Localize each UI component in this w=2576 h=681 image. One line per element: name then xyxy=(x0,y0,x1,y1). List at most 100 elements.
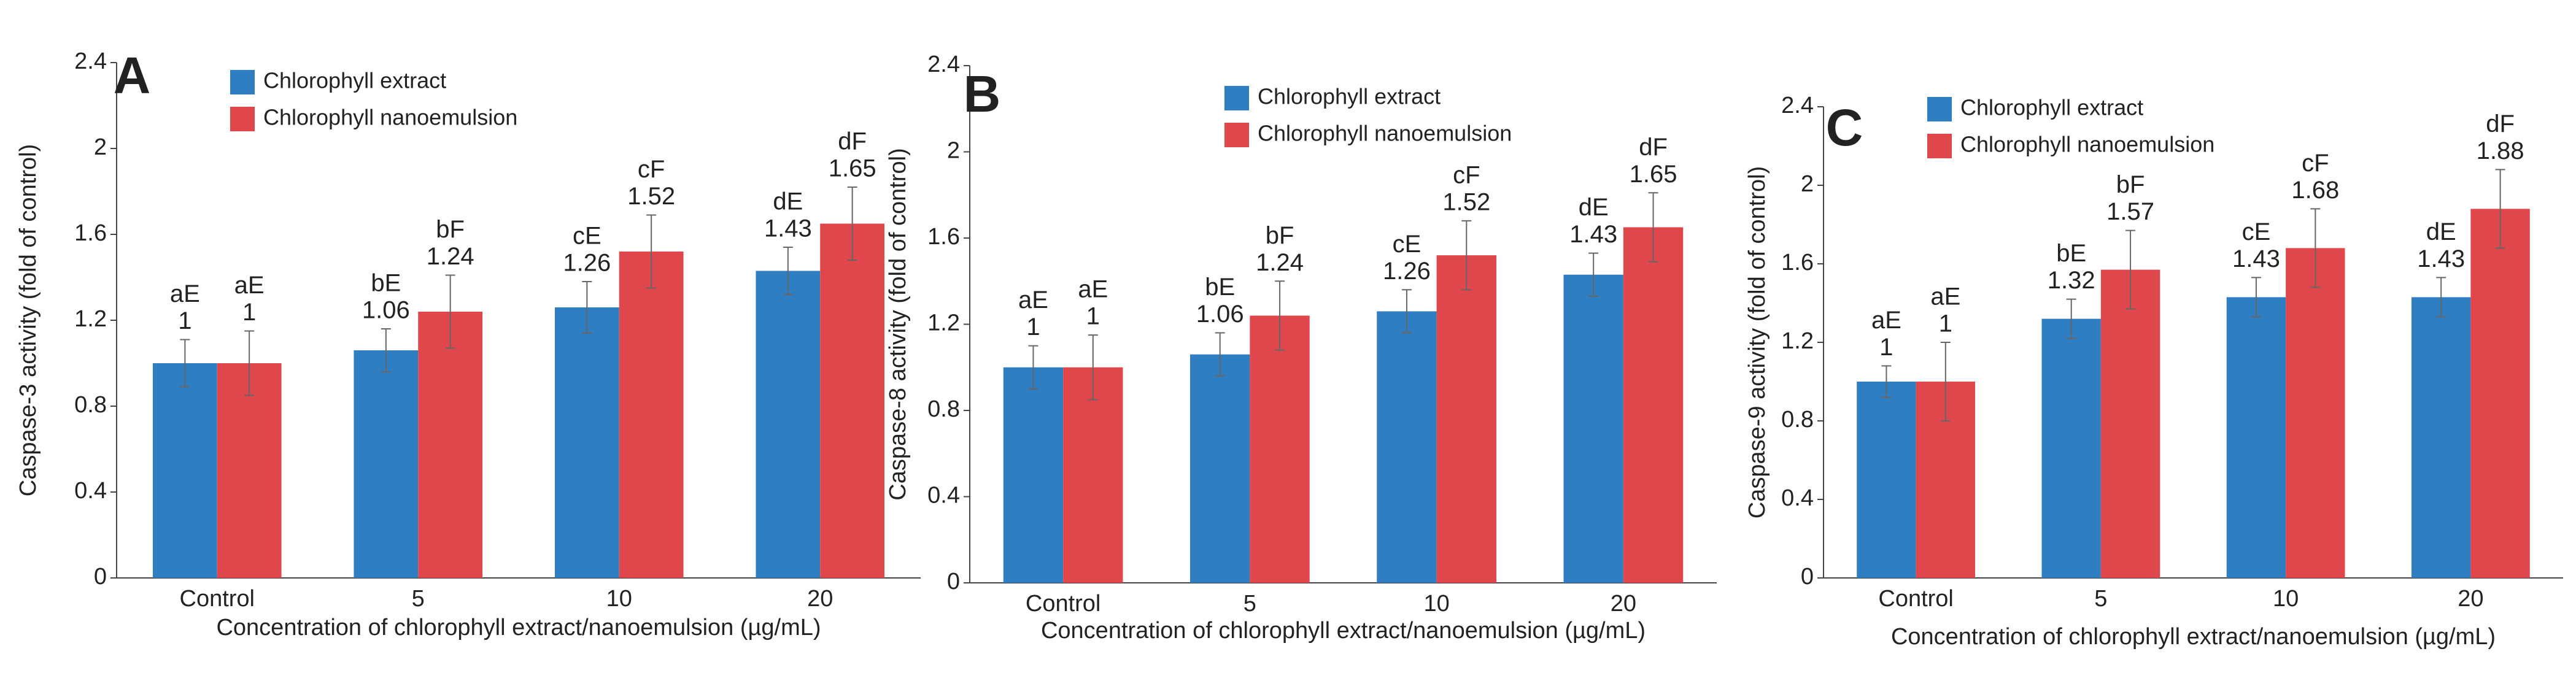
bar xyxy=(554,307,619,578)
bar xyxy=(756,271,821,578)
legend-swatch xyxy=(230,70,255,94)
data-label: 1 xyxy=(1086,303,1100,330)
x-tick-label: 10 xyxy=(2273,586,2299,612)
y-tick-label: 1.6 xyxy=(74,220,107,246)
data-label: 1.06 xyxy=(362,297,410,324)
x-tick-label: 20 xyxy=(2458,586,2483,612)
bar xyxy=(2286,248,2345,578)
legend-swatch xyxy=(1224,123,1249,147)
legend-label: Chlorophyll nanoemulsion xyxy=(1258,121,1512,146)
legend-label: Chlorophyll extract xyxy=(1960,95,2143,120)
y-tick-label: 2 xyxy=(94,134,107,160)
y-tick-label: 1.6 xyxy=(927,224,960,250)
x-axis-label: Concentration of chlorophyll extract/nan… xyxy=(1891,624,2496,650)
data-label: 1 xyxy=(1026,314,1040,340)
legend-swatch xyxy=(230,107,255,131)
y-tick-label: 1.2 xyxy=(74,306,107,332)
x-tick-label: 20 xyxy=(1611,591,1636,617)
panel-label: A xyxy=(114,47,151,104)
bar xyxy=(1003,367,1064,583)
data-label: 1.26 xyxy=(563,250,611,277)
data-label: 1 xyxy=(242,299,256,326)
panel-label: C xyxy=(1826,99,1863,156)
x-axis-label: Concentration of chlorophyll extract/nan… xyxy=(1041,618,1646,644)
bar xyxy=(418,312,483,578)
y-tick-label: 0.8 xyxy=(74,392,107,418)
x-tick-label: 20 xyxy=(807,586,833,612)
significance-label: bE xyxy=(2056,240,2086,267)
data-label: 1.52 xyxy=(1442,188,1490,215)
data-label: 1.43 xyxy=(2417,245,2465,272)
significance-label: bF xyxy=(436,216,465,243)
significance-label: cF xyxy=(2302,150,2329,177)
significance-label: aE xyxy=(1871,307,1901,334)
y-axis-label: Caspase-3 activity (fold of control) xyxy=(15,144,41,496)
significance-label: cE xyxy=(2242,218,2271,245)
data-label: 1.65 xyxy=(1630,161,1677,188)
data-label: 1.26 xyxy=(1383,258,1431,285)
x-tick-label: 10 xyxy=(606,586,632,612)
bar xyxy=(619,252,684,578)
data-label: 1.43 xyxy=(1569,221,1617,248)
bar xyxy=(152,363,217,578)
significance-label: dF xyxy=(838,128,867,155)
legend-label: Chlorophyll extract xyxy=(263,68,446,93)
data-label: 1.43 xyxy=(2232,245,2280,272)
data-label: 1.65 xyxy=(829,155,876,182)
significance-label: bE xyxy=(1205,274,1235,301)
bar xyxy=(2470,209,2530,578)
significance-label: aE xyxy=(234,272,265,299)
significance-label: aE xyxy=(1078,276,1108,303)
y-tick-label: 0.8 xyxy=(1781,407,1814,433)
bar xyxy=(1063,367,1123,583)
y-tick-label: 1.6 xyxy=(1781,250,1814,275)
data-label: 1.43 xyxy=(764,215,812,242)
y-tick-label: 2.4 xyxy=(927,52,960,77)
bar xyxy=(2100,269,2160,578)
y-tick-label: 0.4 xyxy=(1781,485,1814,511)
y-tick-label: 2.4 xyxy=(1781,93,1814,118)
data-label: 1 xyxy=(178,307,191,334)
legend-swatch xyxy=(1927,134,1952,158)
data-label: 1.57 xyxy=(2106,198,2154,225)
x-axis-label: Concentration of chlorophyll extract/nan… xyxy=(216,615,821,641)
data-label: 1.24 xyxy=(427,243,474,270)
bar xyxy=(820,223,885,578)
legend-swatch xyxy=(1224,86,1249,110)
y-axis-label: Caspase-9 activity (fold of control) xyxy=(1744,166,1770,518)
data-label: 1.68 xyxy=(2291,177,2339,204)
legend-label: Chlorophyll extract xyxy=(1258,84,1441,109)
significance-label: cE xyxy=(573,223,601,250)
data-label: 1 xyxy=(1879,334,1893,361)
bar xyxy=(1377,311,1437,583)
significance-label: cE xyxy=(1393,231,1421,258)
data-label: 1.88 xyxy=(2477,137,2524,164)
significance-label: dF xyxy=(1639,134,1668,161)
bar xyxy=(1250,315,1310,583)
bar xyxy=(1563,274,1623,583)
significance-label: cF xyxy=(1453,161,1480,188)
significance-label: aE xyxy=(170,280,200,307)
x-tick-label: 5 xyxy=(2094,586,2107,612)
data-label: 1.06 xyxy=(1196,301,1244,328)
y-tick-label: 1.2 xyxy=(927,310,960,336)
bar xyxy=(217,363,282,578)
x-tick-label: Control xyxy=(1026,591,1101,617)
x-tick-label: Control xyxy=(180,586,255,612)
y-tick-label: 1.2 xyxy=(1781,328,1814,354)
y-tick-label: 2 xyxy=(947,138,960,164)
x-tick-label: 5 xyxy=(412,586,425,612)
bar xyxy=(1436,255,1496,583)
data-label: 1.24 xyxy=(1256,249,1304,276)
y-tick-label: 0.4 xyxy=(74,478,107,504)
legend-label: Chlorophyll nanoemulsion xyxy=(1960,132,2214,157)
bar xyxy=(2226,297,2286,578)
x-tick-label: 10 xyxy=(1423,591,1449,617)
y-tick-label: 0.8 xyxy=(927,396,960,422)
legend-swatch xyxy=(1927,97,1952,121)
y-tick-label: 2.4 xyxy=(74,48,107,74)
bar xyxy=(1857,382,1916,578)
significance-label: aE xyxy=(1930,283,1960,310)
significance-label: dE xyxy=(773,188,803,215)
